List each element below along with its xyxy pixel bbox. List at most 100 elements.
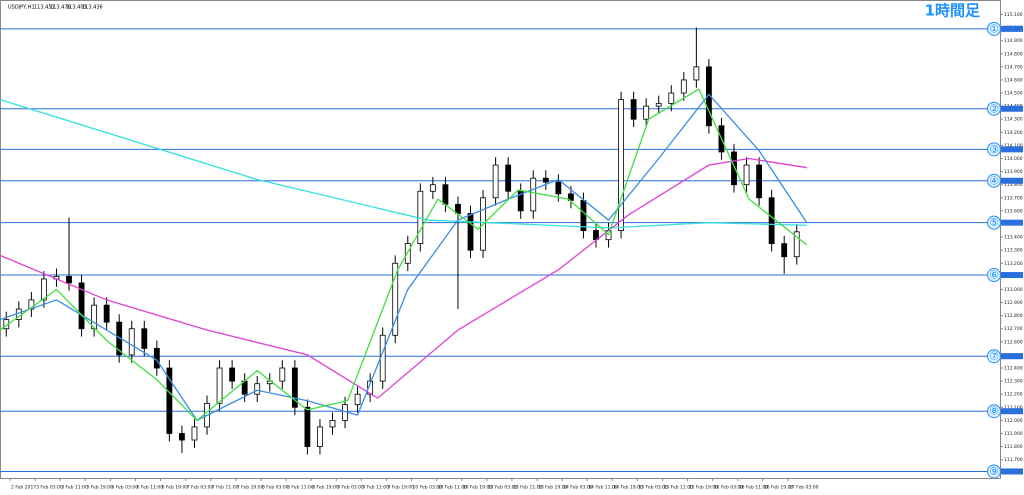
candle-body (693, 66, 700, 81)
candle-body (680, 79, 687, 94)
x-tick-label: 16 Feb 03:00 (714, 485, 744, 491)
x-tick-label: 6 Feb 03:00 (111, 485, 138, 491)
level-badge (987, 464, 1001, 479)
plot-frame (0, 0, 1001, 479)
candle-body (580, 200, 587, 231)
level-badge (987, 21, 1001, 36)
candle-body (103, 304, 110, 323)
candle-body (442, 184, 449, 205)
level-badge (987, 404, 1001, 419)
level-label: ④ (989, 174, 999, 187)
y-tick-label: 114.000 (1004, 156, 1023, 162)
y-tick-label: 111.800 (1004, 444, 1023, 450)
y-tick-label: 111.900 (1004, 431, 1023, 437)
x-tick-label: 8 Feb 11:00 (287, 485, 314, 491)
level-label: ② (989, 102, 999, 115)
level-badge (987, 215, 1001, 230)
chart-title: 1時間足 (925, 2, 981, 20)
level-price-tag (1001, 468, 1023, 475)
candle-body (768, 197, 775, 245)
y-tick-label: 113.600 (1004, 208, 1023, 214)
candle-body (542, 177, 549, 183)
x-tick-label: 7 Feb 11:00 (212, 485, 239, 491)
quote: 113.436 (82, 5, 103, 11)
level-badge (987, 349, 1001, 364)
y-tick-label: 112.000 (1004, 418, 1023, 424)
x-tick-label: 10 Feb 19:00 (463, 485, 493, 491)
level-price-tag (1001, 408, 1023, 415)
candle-body (329, 419, 336, 428)
candle-body (141, 328, 148, 349)
y-tick-label: 112.700 (1004, 326, 1023, 332)
candle-body (279, 367, 286, 382)
level-label: ③ (989, 143, 999, 156)
x-tick-label: 13 Feb 03:00 (488, 485, 518, 491)
candle-body (304, 406, 311, 447)
candle-body (41, 278, 47, 301)
y-tick-label: 113.800 (1004, 182, 1023, 188)
y-tick-label: 112.600 (1004, 339, 1023, 345)
moving-average (0, 157, 807, 399)
candle-body (128, 328, 135, 356)
y-tick-label: 114.600 (1004, 77, 1023, 83)
candle-body (467, 213, 474, 251)
candle-body (643, 105, 650, 120)
candle-body (317, 426, 323, 447)
header: USDJPY,H1 113.451 113.476 113.403 113.43… (8, 2, 981, 20)
y-tick-label: 112.300 (1004, 379, 1023, 385)
candle-body (66, 275, 72, 284)
level-price-tag (1001, 272, 1023, 279)
y-tick-label: 113.200 (1004, 261, 1023, 267)
symbol: USDJPY,H1 (8, 5, 35, 11)
quote: 113.476 (50, 5, 71, 11)
candle-body (731, 151, 737, 186)
x-tick-label: 7 Feb 03:00 (187, 485, 214, 491)
candle-body (229, 367, 236, 382)
y-tick-label: 112.200 (1004, 392, 1023, 398)
candle-body (567, 193, 574, 201)
candle-body (153, 347, 160, 369)
candle-body (505, 164, 512, 192)
candle-body (781, 243, 788, 258)
level-price-tag (1001, 105, 1023, 112)
y-tick-label: 113.700 (1004, 195, 1023, 201)
x-tick-label: 15 Feb 03:00 (638, 485, 668, 491)
candle-body (668, 92, 675, 104)
candle-body (429, 184, 436, 192)
candle-body (756, 164, 763, 199)
candle-body (743, 164, 750, 186)
candle-body (354, 393, 361, 406)
candle-body (191, 426, 198, 441)
moving-average (0, 88, 808, 422)
y-tick-label: 114.700 (1004, 64, 1023, 70)
candle-body (530, 177, 537, 212)
x-tick-label: 3 Feb 03:00 (36, 485, 63, 491)
candle-body (91, 304, 98, 330)
y-tick-label: 113.900 (1004, 169, 1023, 175)
level-price-tag (1001, 219, 1023, 226)
x-tick-label: 6 Feb 11:00 (137, 485, 164, 491)
x-tick-label: 16 Feb 11:00 (739, 485, 769, 491)
y-tick-label: 113.000 (1004, 287, 1023, 293)
x-tick-label: 8 Feb 19:00 (312, 485, 339, 491)
level-badge (987, 142, 1001, 157)
level-badge (987, 268, 1001, 283)
x-tick-label: 14 Feb 03:00 (563, 485, 593, 491)
candle-body (291, 367, 298, 408)
y-tick-label: 114.200 (1004, 130, 1023, 136)
y-tick-label: 114.100 (1004, 143, 1023, 149)
level-label: ⑧ (989, 405, 999, 418)
y-tick-label: 114.800 (1004, 51, 1023, 57)
candle-body (78, 282, 85, 330)
quote: 113.451 (34, 5, 55, 11)
x-tick-label: 2 Feb 2017 (11, 485, 36, 491)
x-tick-label: 9 Feb 19:00 (387, 485, 414, 491)
level-badge (987, 173, 1001, 188)
candle-body (655, 103, 662, 107)
candle-body (793, 231, 800, 258)
level-price-tag (1001, 177, 1023, 184)
x-tick-label: 14 Feb 11:00 (588, 485, 618, 491)
